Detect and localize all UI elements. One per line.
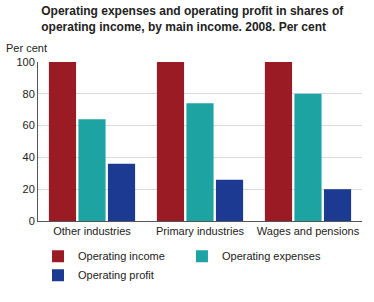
svg-text:40: 40: [23, 151, 35, 163]
svg-text:80: 80: [23, 88, 35, 100]
svg-text:Operating expenses: Operating expenses: [222, 250, 321, 262]
svg-text:Operating profit: Operating profit: [78, 269, 154, 281]
svg-text:Primary industries: Primary industries: [156, 225, 245, 237]
svg-text:Other industries: Other industries: [53, 225, 131, 237]
svg-text:0: 0: [29, 215, 35, 227]
svg-text:Operating expenses and operati: Operating expenses and operating profit …: [41, 4, 344, 34]
svg-text:Per cent: Per cent: [6, 42, 47, 54]
svg-text:Wages and pensions: Wages and pensions: [257, 225, 360, 237]
svg-text:20: 20: [23, 183, 35, 195]
svg-text:100: 100: [16, 56, 34, 68]
svg-text:60: 60: [23, 119, 35, 131]
svg-text:Operating income: Operating income: [78, 250, 165, 262]
